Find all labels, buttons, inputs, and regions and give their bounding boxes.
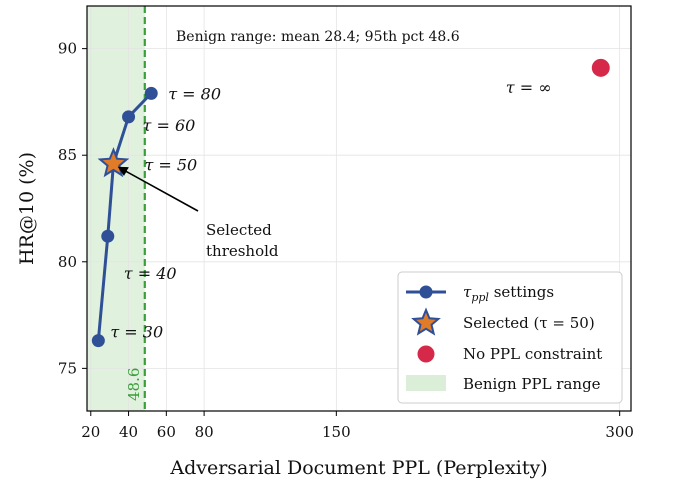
plot-frame — [86, 5, 632, 412]
x-tick-label: 150 — [322, 423, 351, 441]
point-label: τ = 50 — [144, 156, 197, 175]
unconstrained-point — [591, 58, 610, 77]
arrow-text-line-2: threshold — [206, 242, 279, 260]
y-axis-label: HR@10 (%) — [16, 152, 38, 265]
benign-range-band — [87, 6, 145, 411]
x-tick-label: 60 — [157, 423, 176, 441]
point-label: τ = 30 — [110, 323, 163, 342]
legend-box — [397, 271, 623, 404]
benign-range-note: Benign range: mean 28.4; 95th pct 48.6 — [176, 29, 460, 45]
x-tick-label: 20 — [81, 423, 100, 441]
legend-unconstrained-marker — [417, 345, 435, 363]
legend-unconstrained-label: No PPL constraint — [463, 345, 602, 363]
legend-series-label: τppl settings — [463, 283, 554, 304]
y-tick-label: 75 — [58, 359, 77, 377]
legend-selected-label: Selected (τ = 50) — [463, 314, 595, 332]
point-label: τ = 60 — [143, 116, 196, 135]
legend-benign-swatch — [406, 375, 446, 391]
legend-benign-label: Benign PPL range — [463, 375, 601, 393]
arrow-text-line-1: Selected — [206, 221, 272, 239]
threshold-label: 48.6 — [125, 368, 143, 401]
grid-lines — [87, 6, 631, 411]
unconstrained-label: τ = ∞ — [506, 78, 552, 97]
series-point — [91, 334, 105, 348]
y-tick-label: 80 — [58, 253, 77, 271]
series-point — [144, 86, 158, 100]
series-point — [101, 229, 115, 243]
legend-selected-marker — [411, 307, 441, 336]
y-tick-label: 85 — [58, 146, 77, 164]
x-tick-label: 300 — [605, 423, 634, 441]
legend: τppl settings Selected (τ = 50) No PPL con… — [397, 271, 623, 404]
x-tick-label: 40 — [119, 423, 138, 441]
series-point — [122, 110, 136, 124]
point-label: τ = 80 — [168, 84, 221, 103]
point-label: τ = 40 — [124, 264, 177, 283]
x-axis-label: Adversarial Document PPL (Perplexity) — [169, 457, 547, 479]
annotation-arrow — [117, 166, 199, 212]
x-tick-label: 80 — [195, 423, 214, 441]
legend-series-marker — [419, 285, 433, 299]
y-tick-label: 90 — [58, 40, 77, 58]
